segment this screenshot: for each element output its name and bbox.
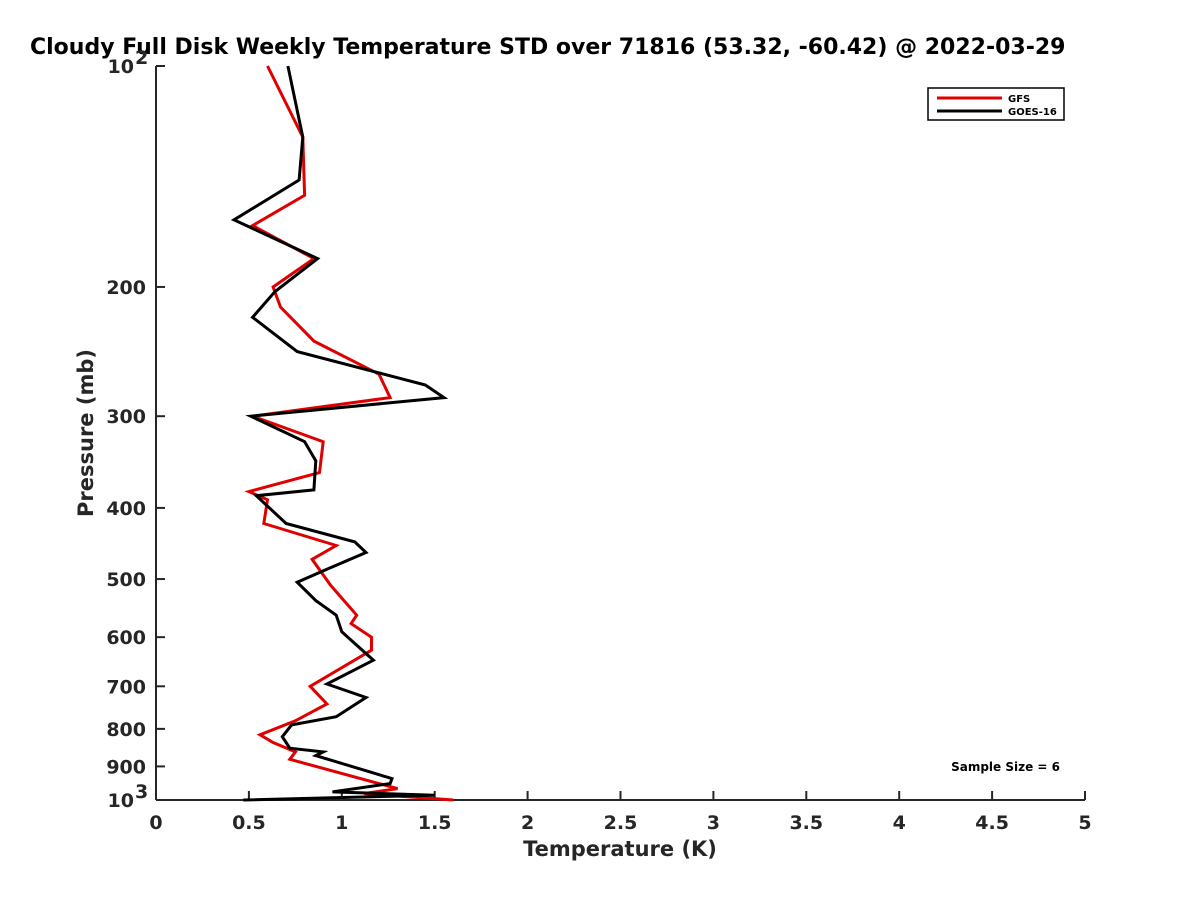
legend-box — [927, 87, 1065, 121]
y-tick-label-power: 10 — [108, 56, 134, 78]
y-tick-label-exponent: 3 — [135, 781, 148, 803]
x-tick-label: 2.5 — [604, 812, 638, 834]
y-tick-label: 800 — [106, 719, 146, 741]
legend: GFS GOES-16 — [927, 87, 1065, 121]
y-tick-label: 600 — [106, 627, 146, 649]
legend-label: GFS — [1008, 94, 1030, 105]
x-tick-label: 4.5 — [975, 812, 1009, 834]
sample-size-annotation: Sample Size = 6 — [951, 760, 1060, 774]
y-tick-label: 200 — [106, 277, 146, 299]
series-line-gfs — [244, 65, 454, 802]
y-tick-label-exponent: 2 — [135, 47, 148, 69]
plot-area: 0 0.5 1 1.5 2 2.5 3 3.5 4 4.5 5 200 300 400 500 600 700 8… — [106, 47, 1091, 834]
y-axis-title: Pressure (mb) — [74, 349, 98, 517]
x-tick-label: 0 — [149, 812, 162, 834]
y-tick-label: 700 — [106, 676, 146, 698]
x-tick-label: 1 — [335, 812, 348, 834]
x-tick-label: 0.5 — [232, 812, 266, 834]
y-tick-label: 900 — [106, 756, 146, 778]
series-line-goes-16 — [230, 65, 449, 802]
legend-label: GOES-16 — [1008, 107, 1057, 118]
x-tick-label: 2 — [521, 812, 534, 834]
y-tick-label: 500 — [106, 569, 146, 591]
y-tick-label: 400 — [106, 498, 146, 520]
x-tick-label: 5 — [1078, 812, 1091, 834]
x-axis-title: Temperature (K) — [523, 837, 717, 861]
x-tick-label: 4 — [893, 812, 906, 834]
y-tick-label: 300 — [106, 406, 146, 428]
y-tick-label-power: 10 — [108, 790, 134, 812]
x-tick-label: 3 — [707, 812, 720, 834]
x-tick-label: 1.5 — [418, 812, 452, 834]
chart-title: Cloudy Full Disk Weekly Temperature STD … — [30, 35, 1065, 60]
x-tick-label: 3.5 — [789, 812, 823, 834]
